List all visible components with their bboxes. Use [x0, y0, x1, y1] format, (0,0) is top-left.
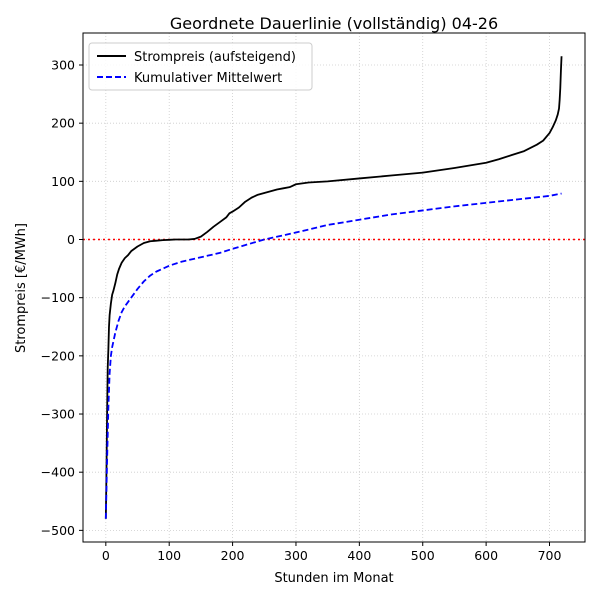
y-tick-label: −300	[41, 407, 75, 422]
plot-frame	[82, 32, 586, 543]
series-line-strompreis	[104, 56, 563, 519]
x-tick-label: 0	[102, 548, 110, 563]
y-tick-label: −100	[41, 290, 75, 305]
legend-label-strompreis: Strompreis (aufsteigend)	[134, 50, 296, 65]
legend-box	[88, 42, 313, 91]
legend-label-mittelwert: Kumulativer Mittelwert	[134, 71, 282, 86]
x-tick-label: 500	[411, 548, 435, 563]
y-tick-label: 100	[51, 174, 75, 189]
y-tick-label: −500	[41, 523, 75, 538]
x-tick-label: 300	[284, 548, 308, 563]
legend: Strompreis (aufsteigend) Kumulativer Mit…	[88, 42, 313, 91]
y-tick-label: 200	[51, 116, 75, 131]
y-axis: −500 −400 −300 −200 −100 0 100 200 300	[41, 57, 83, 538]
series-layer	[104, 56, 563, 519]
x-tick-label: 100	[157, 548, 181, 563]
y-tick-label: −400	[41, 465, 75, 480]
grid	[83, 33, 585, 542]
y-tick-label: 0	[67, 232, 75, 247]
x-axis-label: Stunden im Monat	[274, 571, 393, 586]
x-tick-label: 200	[221, 548, 245, 563]
y-axis-label: Strompreis [€/MWh]	[14, 223, 29, 353]
y-tick-label: −200	[41, 348, 75, 363]
chart-title: Geordnete Dauerlinie (vollständig) 04-26	[170, 14, 498, 33]
x-tick-label: 600	[474, 548, 498, 563]
x-tick-label: 700	[538, 548, 562, 563]
y-tick-label: 300	[51, 57, 75, 72]
x-axis: 0 100 200 300 400 500 600 700	[102, 542, 562, 563]
series-line-mittelwert	[104, 192, 562, 519]
x-tick-label: 400	[347, 548, 371, 563]
